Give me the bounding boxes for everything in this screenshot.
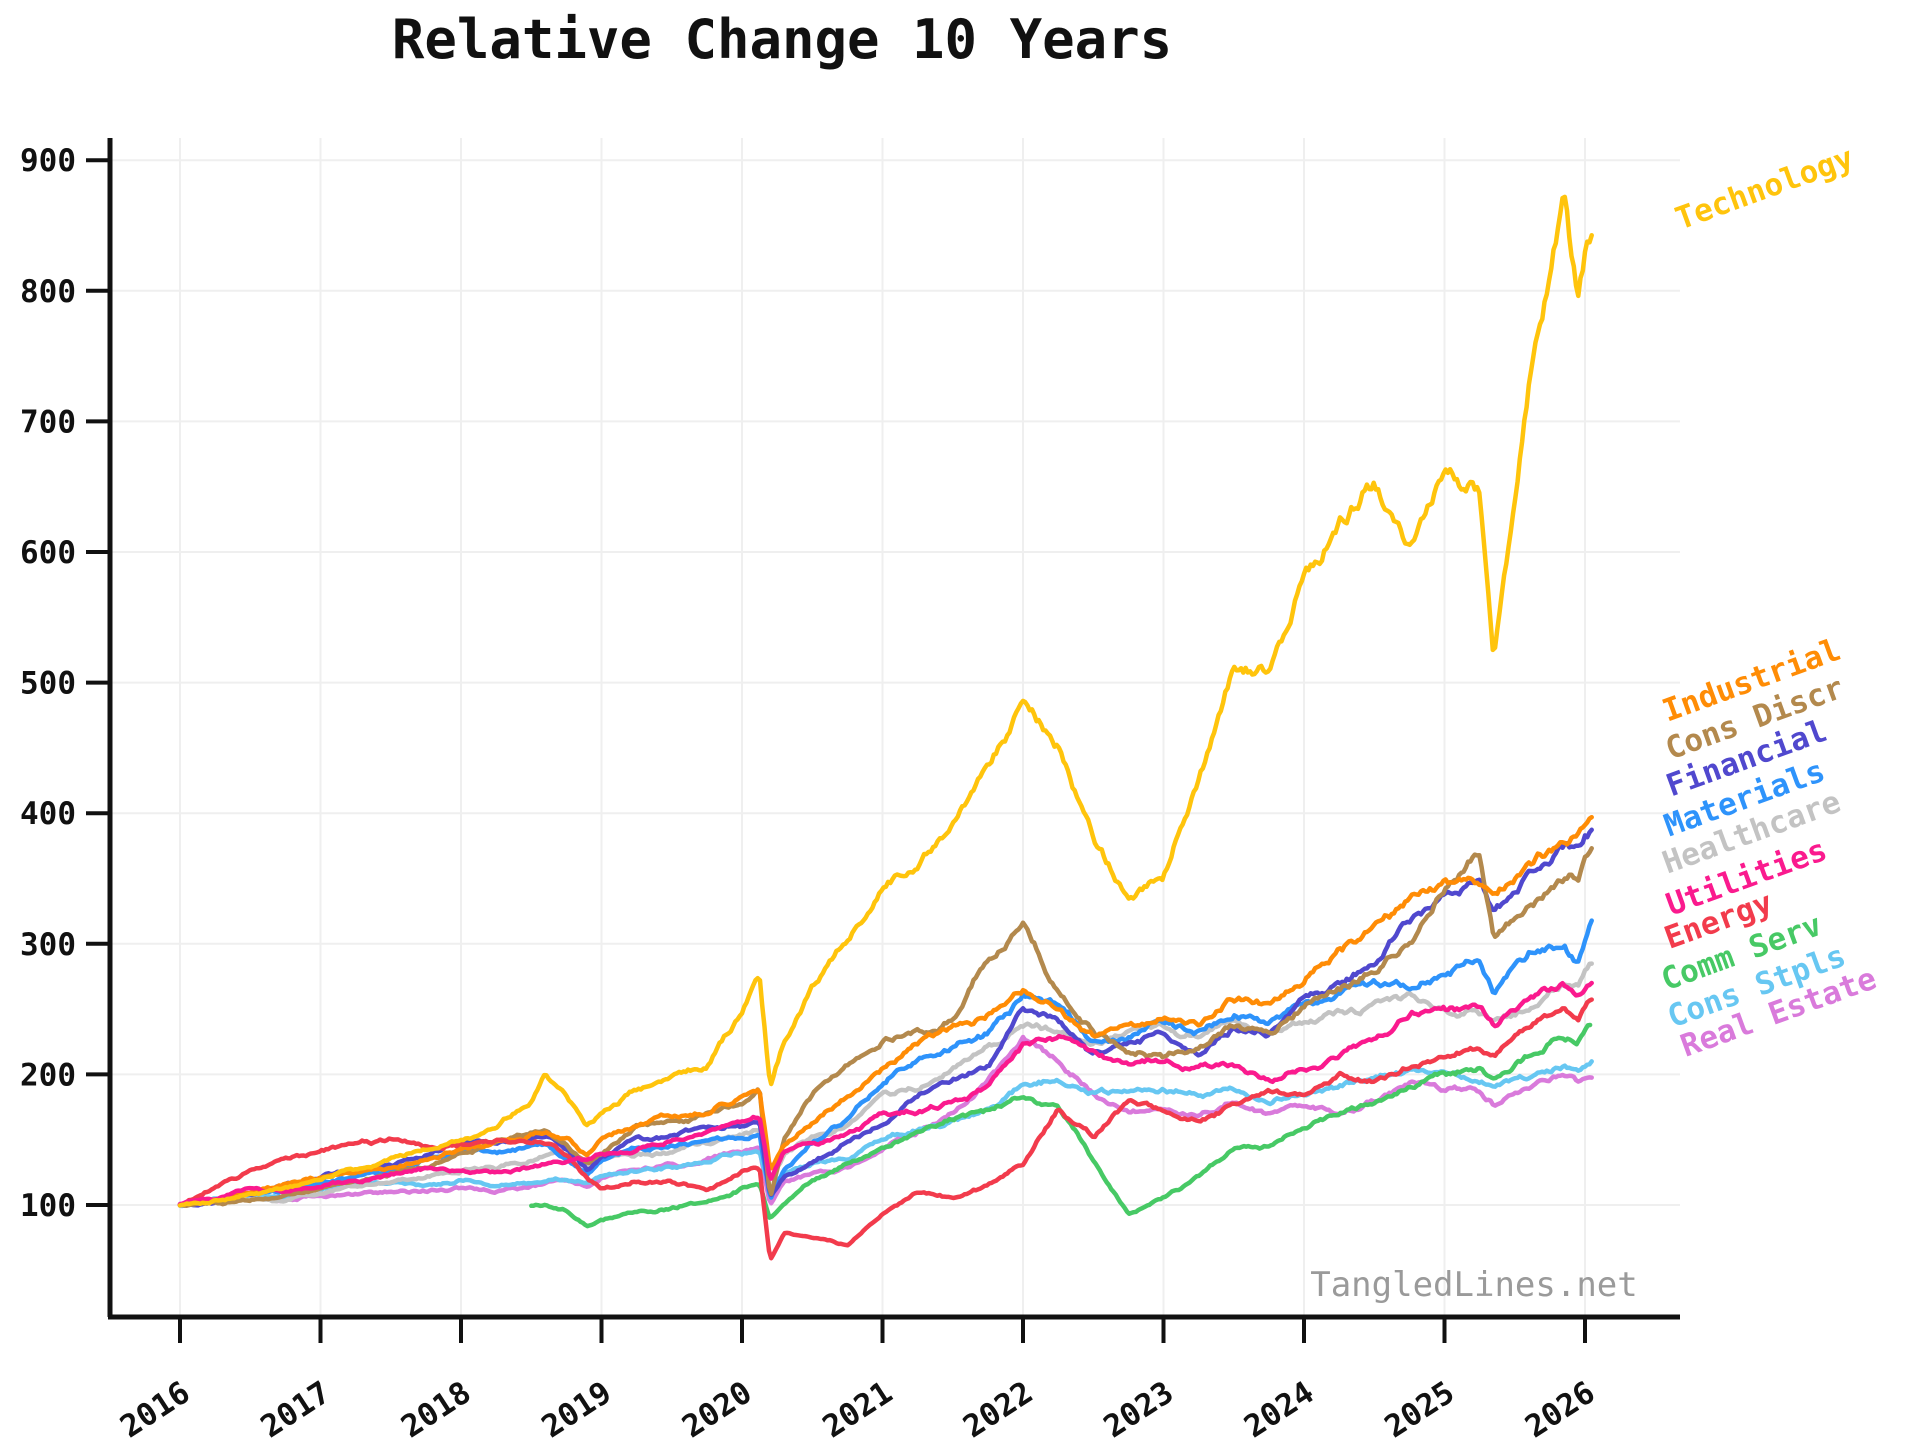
axis-ticks <box>86 158 1587 1343</box>
y-tick-label: 800 <box>20 274 76 310</box>
x-tick-label: 2016 <box>114 1375 196 1440</box>
x-tick-label: 2026 <box>1519 1375 1601 1440</box>
y-tick-label: 500 <box>20 666 76 702</box>
series-line-financial <box>177 827 1594 1208</box>
series-line-healthcare <box>177 961 1594 1208</box>
y-tick-label: 300 <box>20 927 76 963</box>
axis-tick-labels: 100 200 300 400 500 600 700 800 900 2016 2017 2018 2… <box>20 143 1601 1440</box>
x-tick-label: 2020 <box>676 1375 758 1440</box>
watermark: TangledLines.net <box>1310 1265 1638 1305</box>
x-tick-label: 2022 <box>957 1375 1039 1440</box>
series-line-real-estate <box>177 1034 1594 1208</box>
y-tick-label: 200 <box>20 1057 76 1093</box>
series-line-cons-discr <box>177 846 1594 1208</box>
y-tick-label: 900 <box>20 143 76 179</box>
x-tick-label: 2024 <box>1238 1375 1320 1440</box>
x-tick-label: 2025 <box>1379 1375 1461 1440</box>
y-tick-label: 100 <box>20 1188 76 1224</box>
x-tick-label: 2017 <box>255 1375 337 1440</box>
series-line-industrial <box>177 814 1594 1208</box>
x-tick-label: 2021 <box>817 1375 899 1440</box>
series-line-energy <box>177 997 1594 1261</box>
y-tick-label: 600 <box>20 535 76 571</box>
legend-label-technology: Technology <box>1671 140 1859 238</box>
y-tick-label: 700 <box>20 404 76 440</box>
x-tick-label: 2023 <box>1098 1375 1180 1440</box>
x-tick-label: 2018 <box>395 1375 477 1440</box>
chart-title: Relative Change 10 Years <box>392 8 1172 71</box>
series-line-technology <box>177 194 1594 1208</box>
series-line-utilities <box>177 980 1594 1207</box>
x-tick-label: 2019 <box>536 1375 618 1440</box>
axes <box>107 138 1680 1320</box>
series-line-materials <box>177 918 1594 1208</box>
series-lines <box>177 194 1594 1261</box>
y-tick-label: 400 <box>20 796 76 832</box>
series-line-comm-serv <box>529 1022 1593 1229</box>
